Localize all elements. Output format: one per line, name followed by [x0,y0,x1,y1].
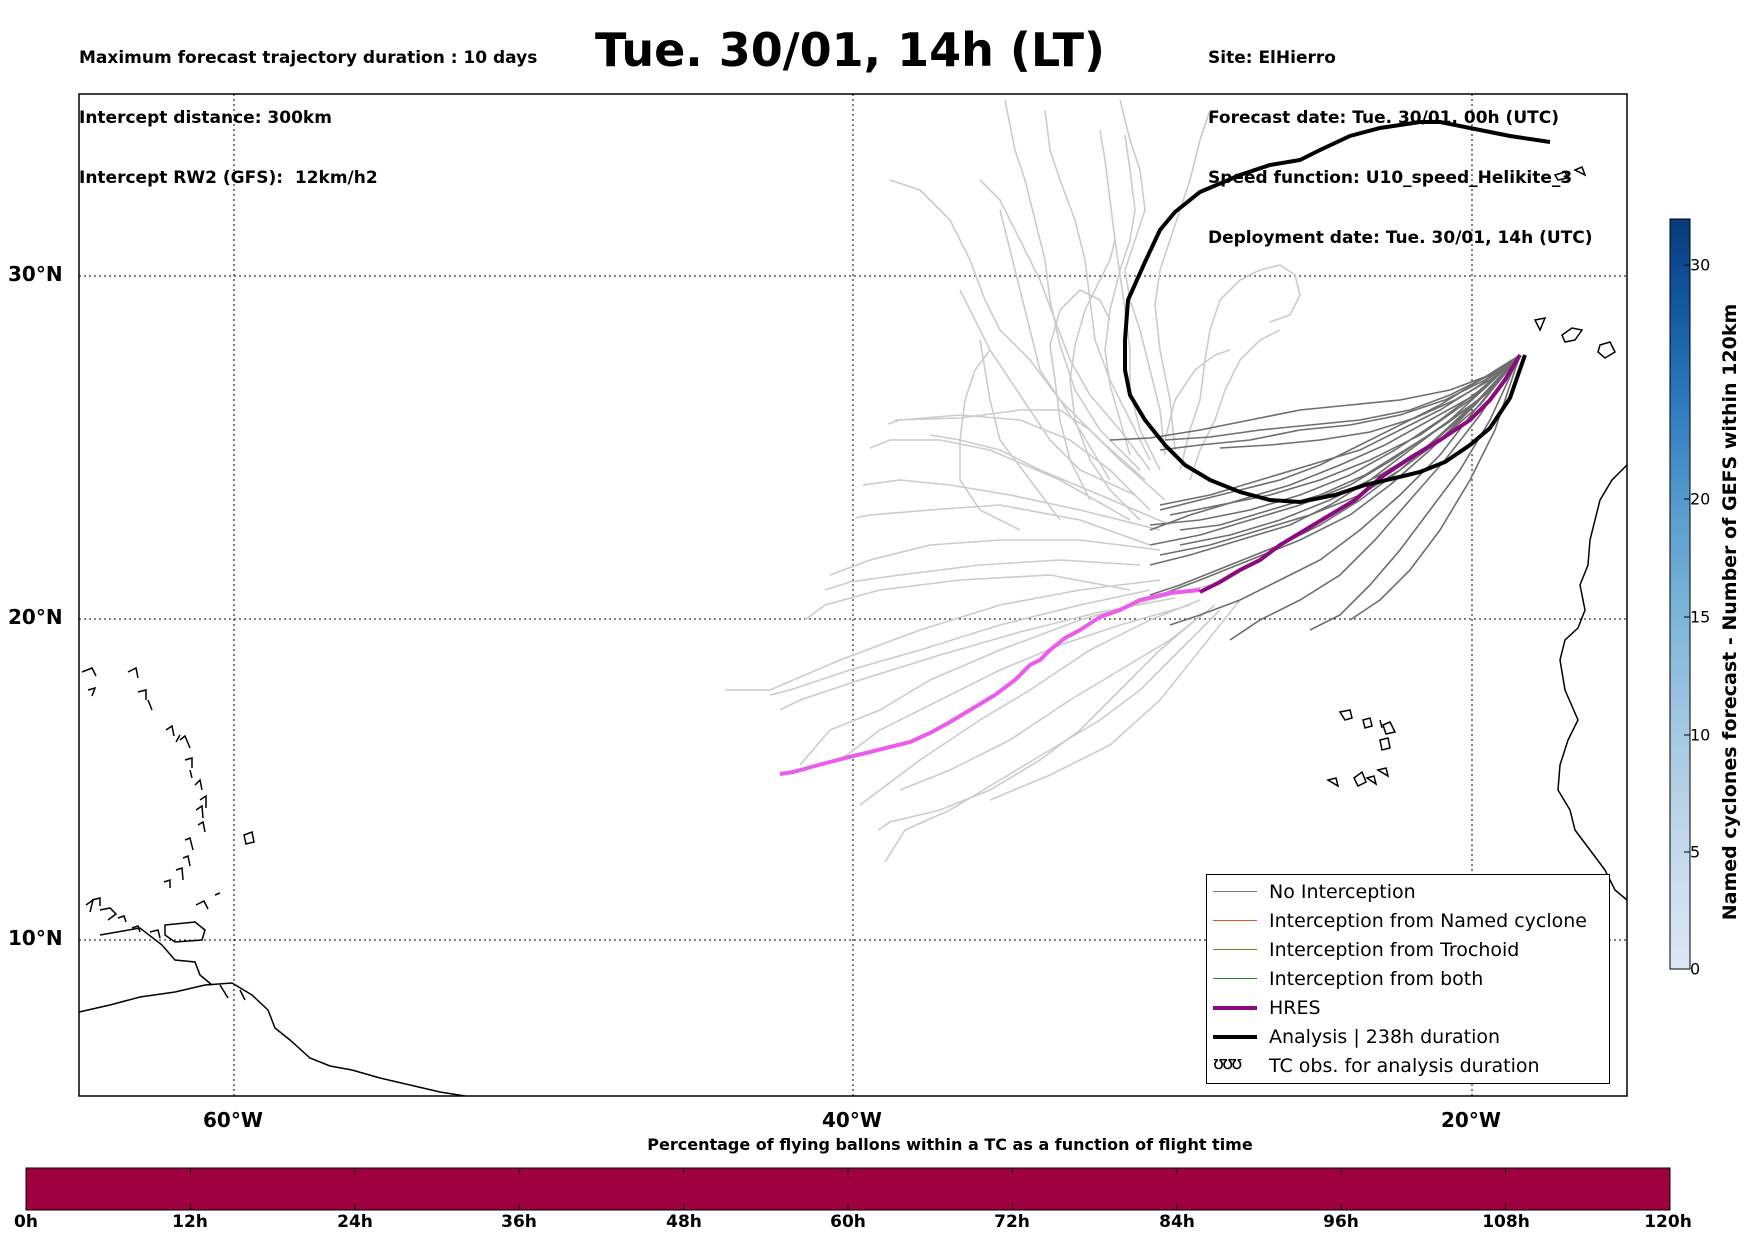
legend-swatch-named-cyclone [1213,920,1257,921]
map-frame [78,93,1628,1097]
bottom-colorbar-fill [25,1167,1671,1211]
rc-tick-20: 20 [1690,489,1711,509]
coast-venezuela-north [99,927,213,986]
lon-label-40w: 40°W [822,1108,882,1132]
coast-small-antilles [85,830,255,913]
legend-item-tc-obs: ʊʊʊ TC obs. for analysis duration [1207,1051,1609,1080]
cb-tick-48h: 48h [666,1212,702,1232]
coast-canary-islands [1533,316,1616,359]
site-text: Site: ElHierro [1208,48,1336,68]
cb-tick-72h: 72h [994,1212,1030,1232]
legend-label-named-cyclone: Interception from Named cyclone [1269,910,1587,932]
legend-swatch-analysis [1213,1035,1257,1039]
coastlines [79,166,1627,1096]
rc-tick-15: 15 [1690,607,1711,627]
legend-swatch-trochoid [1213,949,1257,950]
ensemble-light-trajectories [725,99,1301,863]
hres-trajectory-bright [779,588,1201,776]
bottom-colorbar-title: Percentage of flying ballons within a TC… [647,1135,1253,1154]
right-colorbar-fill [1669,218,1691,970]
cb-tick-0h: 0h [14,1212,38,1232]
lat-label-20n: 20°N [8,605,63,629]
coast-south-america [79,982,466,1096]
rc-tick-10: 10 [1690,725,1711,745]
cb-tick-12h: 12h [172,1212,208,1232]
run-info-left: Maximum forecast trajectory duration : 1… [79,8,537,208]
cb-tick-120h: 120h [1644,1212,1692,1232]
lat-label-30n: 30°N [8,262,63,286]
map-title: Tue. 30/01, 14h (LT) [595,23,1105,77]
legend-label-analysis: Analysis | 238h duration [1269,1026,1501,1048]
legend-item-analysis: Analysis | 238h duration [1207,1022,1609,1051]
hres-trajectory [1199,353,1522,594]
coast-west-africa [1557,464,1627,901]
rc-tick-0: 0 [1690,959,1701,979]
legend-item-named-cyclone: Interception from Named cyclone [1207,906,1609,935]
legend-label-tc-obs: TC obs. for analysis duration [1269,1055,1540,1077]
max-duration-text: Maximum forecast trajectory duration : 1… [79,48,538,68]
map-legend: No Interception Interception from Named … [1206,874,1610,1084]
legend-swatch-hres [1213,1006,1257,1010]
coast-lesser-antilles [81,666,246,1001]
lat-label-10n: 10°N [8,926,63,950]
lon-label-60w: 60°W [203,1108,263,1132]
rc-tick-5: 5 [1690,842,1701,862]
cb-tick-24h: 24h [337,1212,373,1232]
legend-label-trochoid: Interception from Trochoid [1269,939,1520,961]
deployment-date-text: Deployment date: Tue. 30/01, 14h (UTC) [1208,228,1593,248]
legend-label-both: Interception from both [1269,968,1484,990]
legend-label-hres: HRES [1269,997,1321,1019]
bottom-colorbar-ticks [189,1168,1507,1210]
lon-label-20w: 20°W [1441,1108,1501,1132]
legend-swatch-both [1213,978,1257,979]
right-colorbar-title: Named cyclones forecast - Number of GEFS… [1719,303,1741,921]
coast-cape-verde [1326,709,1397,788]
coast-trinidad [164,921,206,943]
legend-swatch-no-interception [1213,891,1257,892]
tc-obs-icon: ʊʊʊ [1213,1053,1242,1074]
legend-item-both: Interception from both [1207,964,1609,993]
cb-tick-96h: 96h [1323,1212,1359,1232]
no-interception-trajectories [1109,354,1521,641]
right-colorbar-ticks [1684,264,1690,970]
legend-item-trochoid: Interception from Trochoid [1207,935,1609,964]
legend-item-no-interception: No Interception [1207,877,1609,906]
run-info-right: Site: ElHierro Forecast date: Tue. 30/01… [1208,8,1593,268]
cb-tick-108h: 108h [1482,1212,1530,1232]
cb-tick-60h: 60h [830,1212,866,1232]
legend-label-no-interception: No Interception [1269,881,1416,903]
analysis-trajectory [1123,120,1551,505]
coast-madeira [1553,166,1587,181]
rc-tick-30: 30 [1690,255,1711,275]
intercept-rw2-text: Intercept RW2 (GFS): 12km/h2 [79,168,378,188]
legend-item-hres: HRES [1207,993,1609,1022]
cb-tick-36h: 36h [501,1212,537,1232]
intercept-distance-text: Intercept distance: 300km [79,108,332,128]
cb-tick-84h: 84h [1159,1212,1195,1232]
